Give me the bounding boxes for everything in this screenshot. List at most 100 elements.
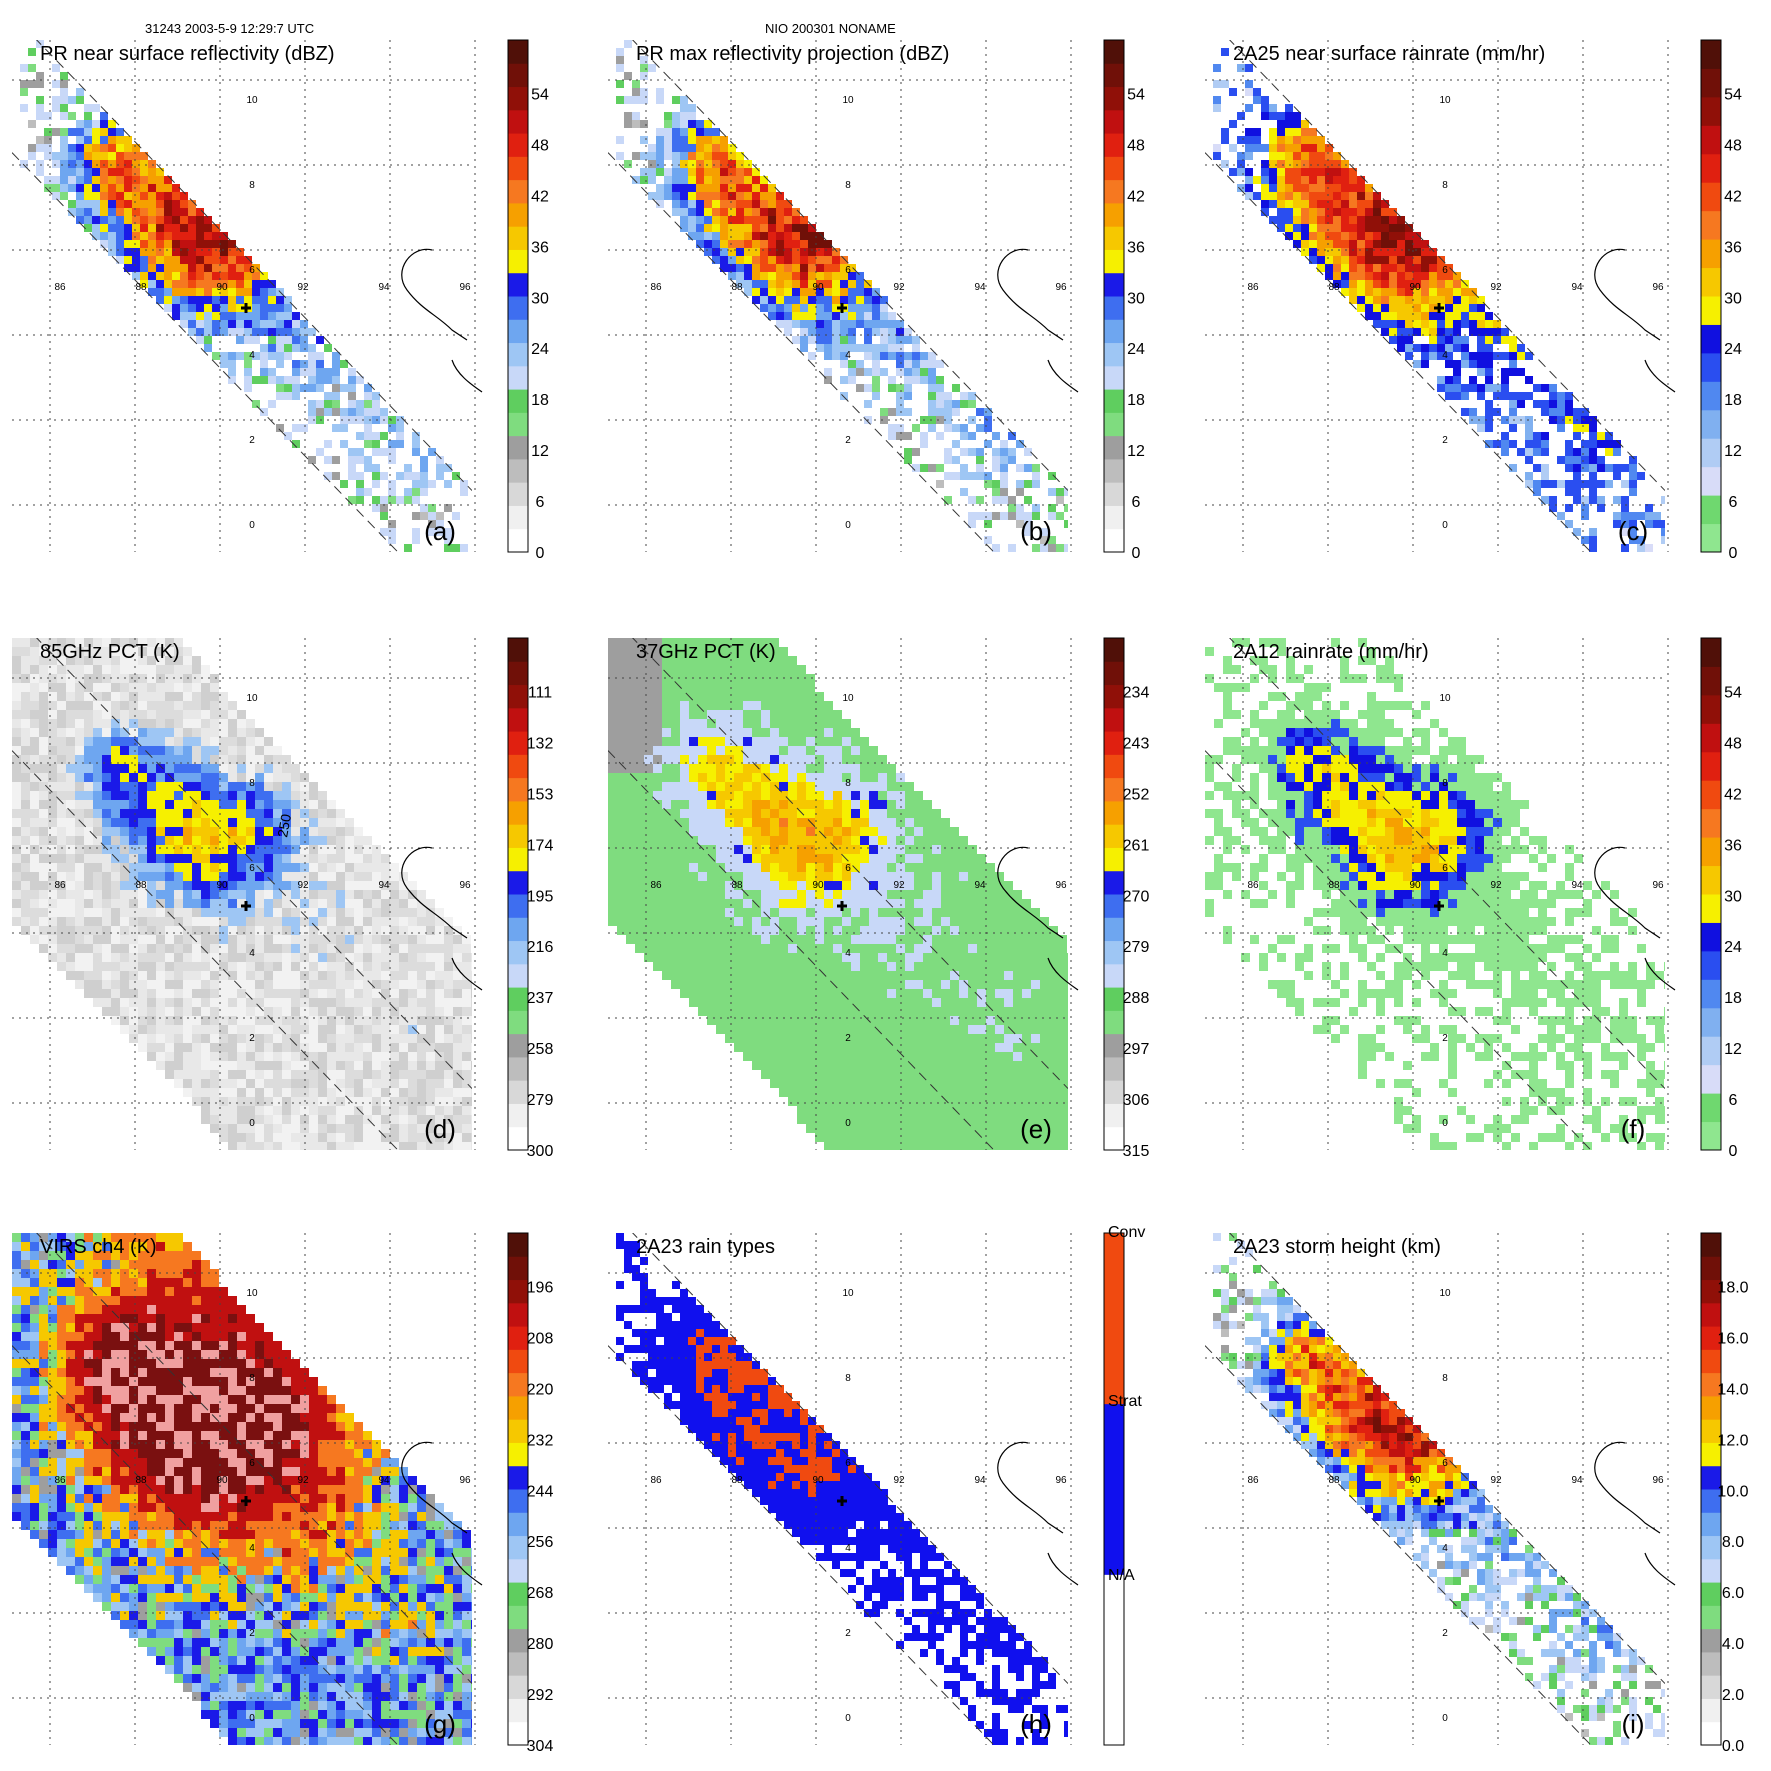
data-cell [228, 845, 237, 854]
data-cell [174, 710, 183, 719]
data-cell [147, 791, 156, 800]
data-cell [192, 656, 201, 665]
data-cell [212, 296, 220, 304]
orbit-header: 31243 2003-5-9 12:29:7 UTC [145, 21, 315, 36]
data-cell [201, 692, 210, 701]
panel-letter: (d) [424, 1114, 456, 1144]
data-cell [680, 136, 688, 144]
data-cell [174, 656, 183, 665]
data-cell [734, 818, 743, 827]
data-cell [626, 647, 635, 656]
data-cell [129, 755, 138, 764]
data-cell [12, 674, 21, 683]
data-cell [707, 818, 716, 827]
data-cell [698, 728, 707, 737]
data-cell [129, 728, 138, 737]
data-cell [12, 917, 21, 926]
data-cell [743, 692, 752, 701]
data-cell [656, 152, 664, 160]
data-cell [689, 710, 698, 719]
data-cell [728, 224, 736, 232]
data-cell [30, 773, 39, 782]
data-cell [309, 989, 318, 998]
colorbar-band [1104, 40, 1124, 64]
data-cell [390, 1034, 399, 1043]
data-cell [952, 440, 960, 448]
data-cell [1445, 376, 1453, 384]
colorbar-band [1701, 523, 1721, 553]
data-cell [720, 192, 728, 200]
data-cell [779, 647, 788, 656]
data-cell [156, 710, 165, 719]
data-cell [1213, 152, 1221, 160]
data-cell [300, 980, 309, 989]
data-cell [192, 827, 201, 836]
data-cell [111, 971, 120, 980]
data-cell [30, 836, 39, 845]
data-cell [48, 764, 57, 773]
data-cell [1557, 408, 1565, 416]
data-cell [164, 216, 172, 224]
data-cell [1317, 136, 1325, 144]
data-cell [180, 192, 188, 200]
data-cell [752, 272, 760, 280]
data-cell [1421, 304, 1429, 312]
data-cell [228, 1043, 237, 1052]
data-cell [408, 953, 417, 962]
data-cell [212, 248, 220, 256]
data-cell [116, 160, 124, 168]
data-cell [644, 692, 653, 701]
data-cell [653, 755, 662, 764]
data-cell [707, 809, 716, 818]
data-cell [788, 809, 797, 818]
data-cell [120, 800, 129, 809]
data-cell [260, 272, 268, 280]
data-cell [138, 683, 147, 692]
data-cell [48, 863, 57, 872]
data-cell [210, 998, 219, 1007]
data-cell [760, 248, 768, 256]
data-cell [102, 953, 111, 962]
data-cell [165, 863, 174, 872]
data-cell [832, 296, 840, 304]
colorbar-band [1104, 156, 1124, 181]
data-cell [426, 1142, 435, 1150]
data-cell [1365, 280, 1373, 288]
data-cell [984, 408, 992, 416]
data-cell [66, 944, 75, 953]
data-cell [680, 152, 688, 160]
data-cell [1597, 464, 1605, 472]
data-cell [264, 1025, 273, 1034]
data-cell [39, 818, 48, 827]
data-cell [92, 208, 100, 216]
data-cell [860, 746, 869, 755]
data-cell [273, 827, 282, 836]
data-cell [1589, 480, 1597, 488]
data-cell [734, 764, 743, 773]
colorbar-band [508, 963, 528, 988]
data-cell [648, 64, 656, 72]
data-cell [462, 1115, 471, 1124]
data-cell [102, 1007, 111, 1016]
data-cell [93, 800, 102, 809]
data-cell [671, 818, 680, 827]
data-cell [147, 1007, 156, 1016]
data-cell [140, 152, 148, 160]
data-cell [1653, 520, 1661, 528]
data-cell [264, 872, 273, 881]
data-cell [624, 160, 632, 168]
data-cell [1565, 408, 1573, 416]
data-cell [381, 1016, 390, 1025]
data-cell [282, 1133, 291, 1142]
data-cell [381, 908, 390, 917]
data-cell [716, 791, 725, 800]
data-cell [39, 809, 48, 818]
data-cell [180, 248, 188, 256]
data-cell [140, 224, 148, 232]
data-cell [124, 152, 132, 160]
data-cell [792, 272, 800, 280]
data-cell [1517, 344, 1525, 352]
data-cell [147, 827, 156, 836]
data-cell [1645, 544, 1653, 552]
